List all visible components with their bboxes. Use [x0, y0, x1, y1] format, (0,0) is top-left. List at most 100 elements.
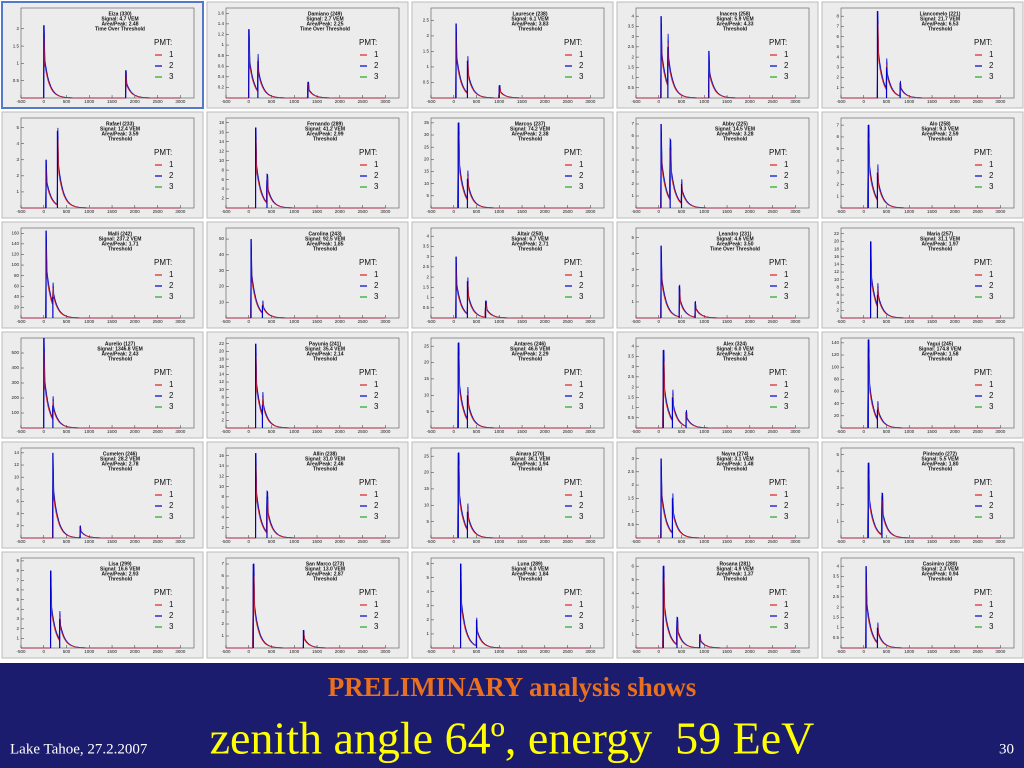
- y-tick-label: 1.5: [628, 395, 635, 400]
- y-tick-label: 5: [631, 235, 634, 240]
- x-tick-label: 1000: [699, 539, 710, 544]
- y-tick-label: 1: [221, 633, 224, 638]
- y-tick-label: 0.8: [218, 53, 225, 58]
- x-tick-label: 500: [473, 429, 481, 434]
- x-tick-label: 3000: [380, 99, 391, 104]
- x-tick-label: -500: [221, 209, 231, 214]
- x-tick-label: 1500: [927, 209, 938, 214]
- pmt-trace: [636, 28, 796, 99]
- x-tick-label: 2500: [358, 99, 369, 104]
- x-tick-label: 2000: [130, 649, 141, 654]
- y-tick-label: 35: [424, 120, 430, 125]
- panel-mode: Threshold: [313, 466, 337, 472]
- x-tick-label: 1000: [84, 429, 95, 434]
- panel-ratio: Area/Peak: 2.29: [512, 351, 549, 357]
- x-tick-label: 2000: [950, 429, 961, 434]
- y-tick-label: 14: [14, 450, 20, 455]
- legend-item: 1: [989, 490, 994, 499]
- x-tick-label: -500: [426, 99, 436, 104]
- y-tick-label: 4: [836, 563, 839, 568]
- x-tick-label: -500: [631, 649, 641, 654]
- y-tick-label: 18: [219, 120, 225, 125]
- legend-item: 1: [579, 490, 584, 499]
- x-tick-label: 1500: [927, 99, 938, 104]
- panel-ratio: Area/Peak: 3.28: [717, 131, 754, 137]
- panel-signal: Signal: 35.4 VEM: [305, 346, 345, 352]
- pmt-trace: [636, 470, 796, 539]
- panel-mode: Threshold: [928, 246, 952, 252]
- panel: [1, 111, 204, 219]
- y-tick-label: 0.6: [218, 63, 225, 68]
- y-tick-label: 22: [219, 341, 225, 346]
- panel-name: Malli (242): [108, 231, 133, 237]
- panel-name: Allin (238): [313, 451, 337, 457]
- panel-mode: Threshold: [108, 136, 132, 142]
- x-tick-label: 500: [473, 319, 481, 324]
- x-tick-label: 2000: [335, 209, 346, 214]
- panel: [206, 221, 409, 329]
- pmt-trace: [226, 250, 386, 319]
- y-tick-label: 100: [11, 410, 19, 415]
- y-tick-label: 2: [221, 621, 224, 626]
- y-tick-label: 4: [426, 233, 429, 238]
- y-tick-label: 3.5: [628, 24, 635, 29]
- x-tick-label: 3000: [790, 429, 801, 434]
- y-tick-label: 3.5: [833, 574, 840, 579]
- y-tick-label: 18: [834, 246, 840, 251]
- y-tick-label: 12: [219, 473, 225, 478]
- y-tick-label: 16: [219, 453, 225, 458]
- y-tick-label: 8: [221, 494, 224, 499]
- x-tick-label: 2000: [540, 429, 551, 434]
- x-tick-label: 3000: [380, 539, 391, 544]
- x-tick-label: 3000: [175, 429, 186, 434]
- y-tick-label: 10: [424, 502, 430, 507]
- panel: [411, 331, 614, 439]
- y-tick-label: 3: [16, 157, 19, 162]
- x-tick-label: 500: [678, 99, 686, 104]
- y-tick-label: 4: [221, 515, 224, 520]
- panel-name: Alex (324): [723, 341, 747, 347]
- y-tick-label: 500: [11, 350, 19, 355]
- y-tick-label: 1: [16, 189, 19, 194]
- x-tick-label: 500: [268, 539, 276, 544]
- x-tick-label: 2500: [973, 539, 984, 544]
- y-tick-label: 7: [836, 122, 839, 127]
- y-tick-label: 2.5: [423, 264, 430, 269]
- legend-item: 2: [169, 61, 174, 70]
- panel-signal: Signal: 4.7 VEM: [101, 16, 138, 22]
- x-tick-label: 1500: [107, 99, 118, 104]
- x-tick-label: 2000: [745, 649, 756, 654]
- y-tick-label: 3.5: [628, 354, 635, 359]
- legend-item: 1: [784, 490, 789, 499]
- x-tick-label: 500: [473, 539, 481, 544]
- panel: [1, 331, 204, 439]
- y-tick-label: 0.5: [423, 80, 430, 85]
- x-tick-label: 1500: [722, 99, 733, 104]
- x-tick-label: 0: [248, 429, 251, 434]
- legend-item: 2: [579, 501, 584, 510]
- pmt-trace: [226, 39, 386, 99]
- x-tick-label: 0: [658, 649, 661, 654]
- result: zenith angle 64º, energy 59 EeV: [210, 713, 815, 764]
- x-tick-label: 0: [248, 649, 251, 654]
- pmt-trace: [21, 36, 181, 99]
- legend-item: 1: [579, 270, 584, 279]
- pmt-trace: [226, 356, 386, 429]
- legend-item: 1: [989, 380, 994, 389]
- panel-name: Carolina (243): [308, 231, 341, 237]
- x-tick-label: 0: [248, 209, 251, 214]
- legend-item: 3: [374, 292, 379, 301]
- x-tick-label: -500: [426, 429, 436, 434]
- x-tick-label: -500: [426, 319, 436, 324]
- y-tick-label: 14: [834, 262, 840, 267]
- panel-ratio: Area/Peak: 2.54: [717, 351, 754, 357]
- panel-mode: Threshold: [928, 576, 952, 582]
- legend-item: 2: [784, 281, 789, 290]
- panel-ratio: Area/Peak: 2.38: [512, 131, 549, 137]
- legend-item: 1: [784, 160, 789, 169]
- panel-ratio: Area/Peak: 2.14: [307, 351, 344, 357]
- panel-ratio: Area/Peak: 1.97: [922, 241, 959, 247]
- y-tick-label: 4: [631, 251, 634, 256]
- legend-item: 1: [169, 490, 174, 499]
- y-tick-label: 5: [426, 193, 429, 198]
